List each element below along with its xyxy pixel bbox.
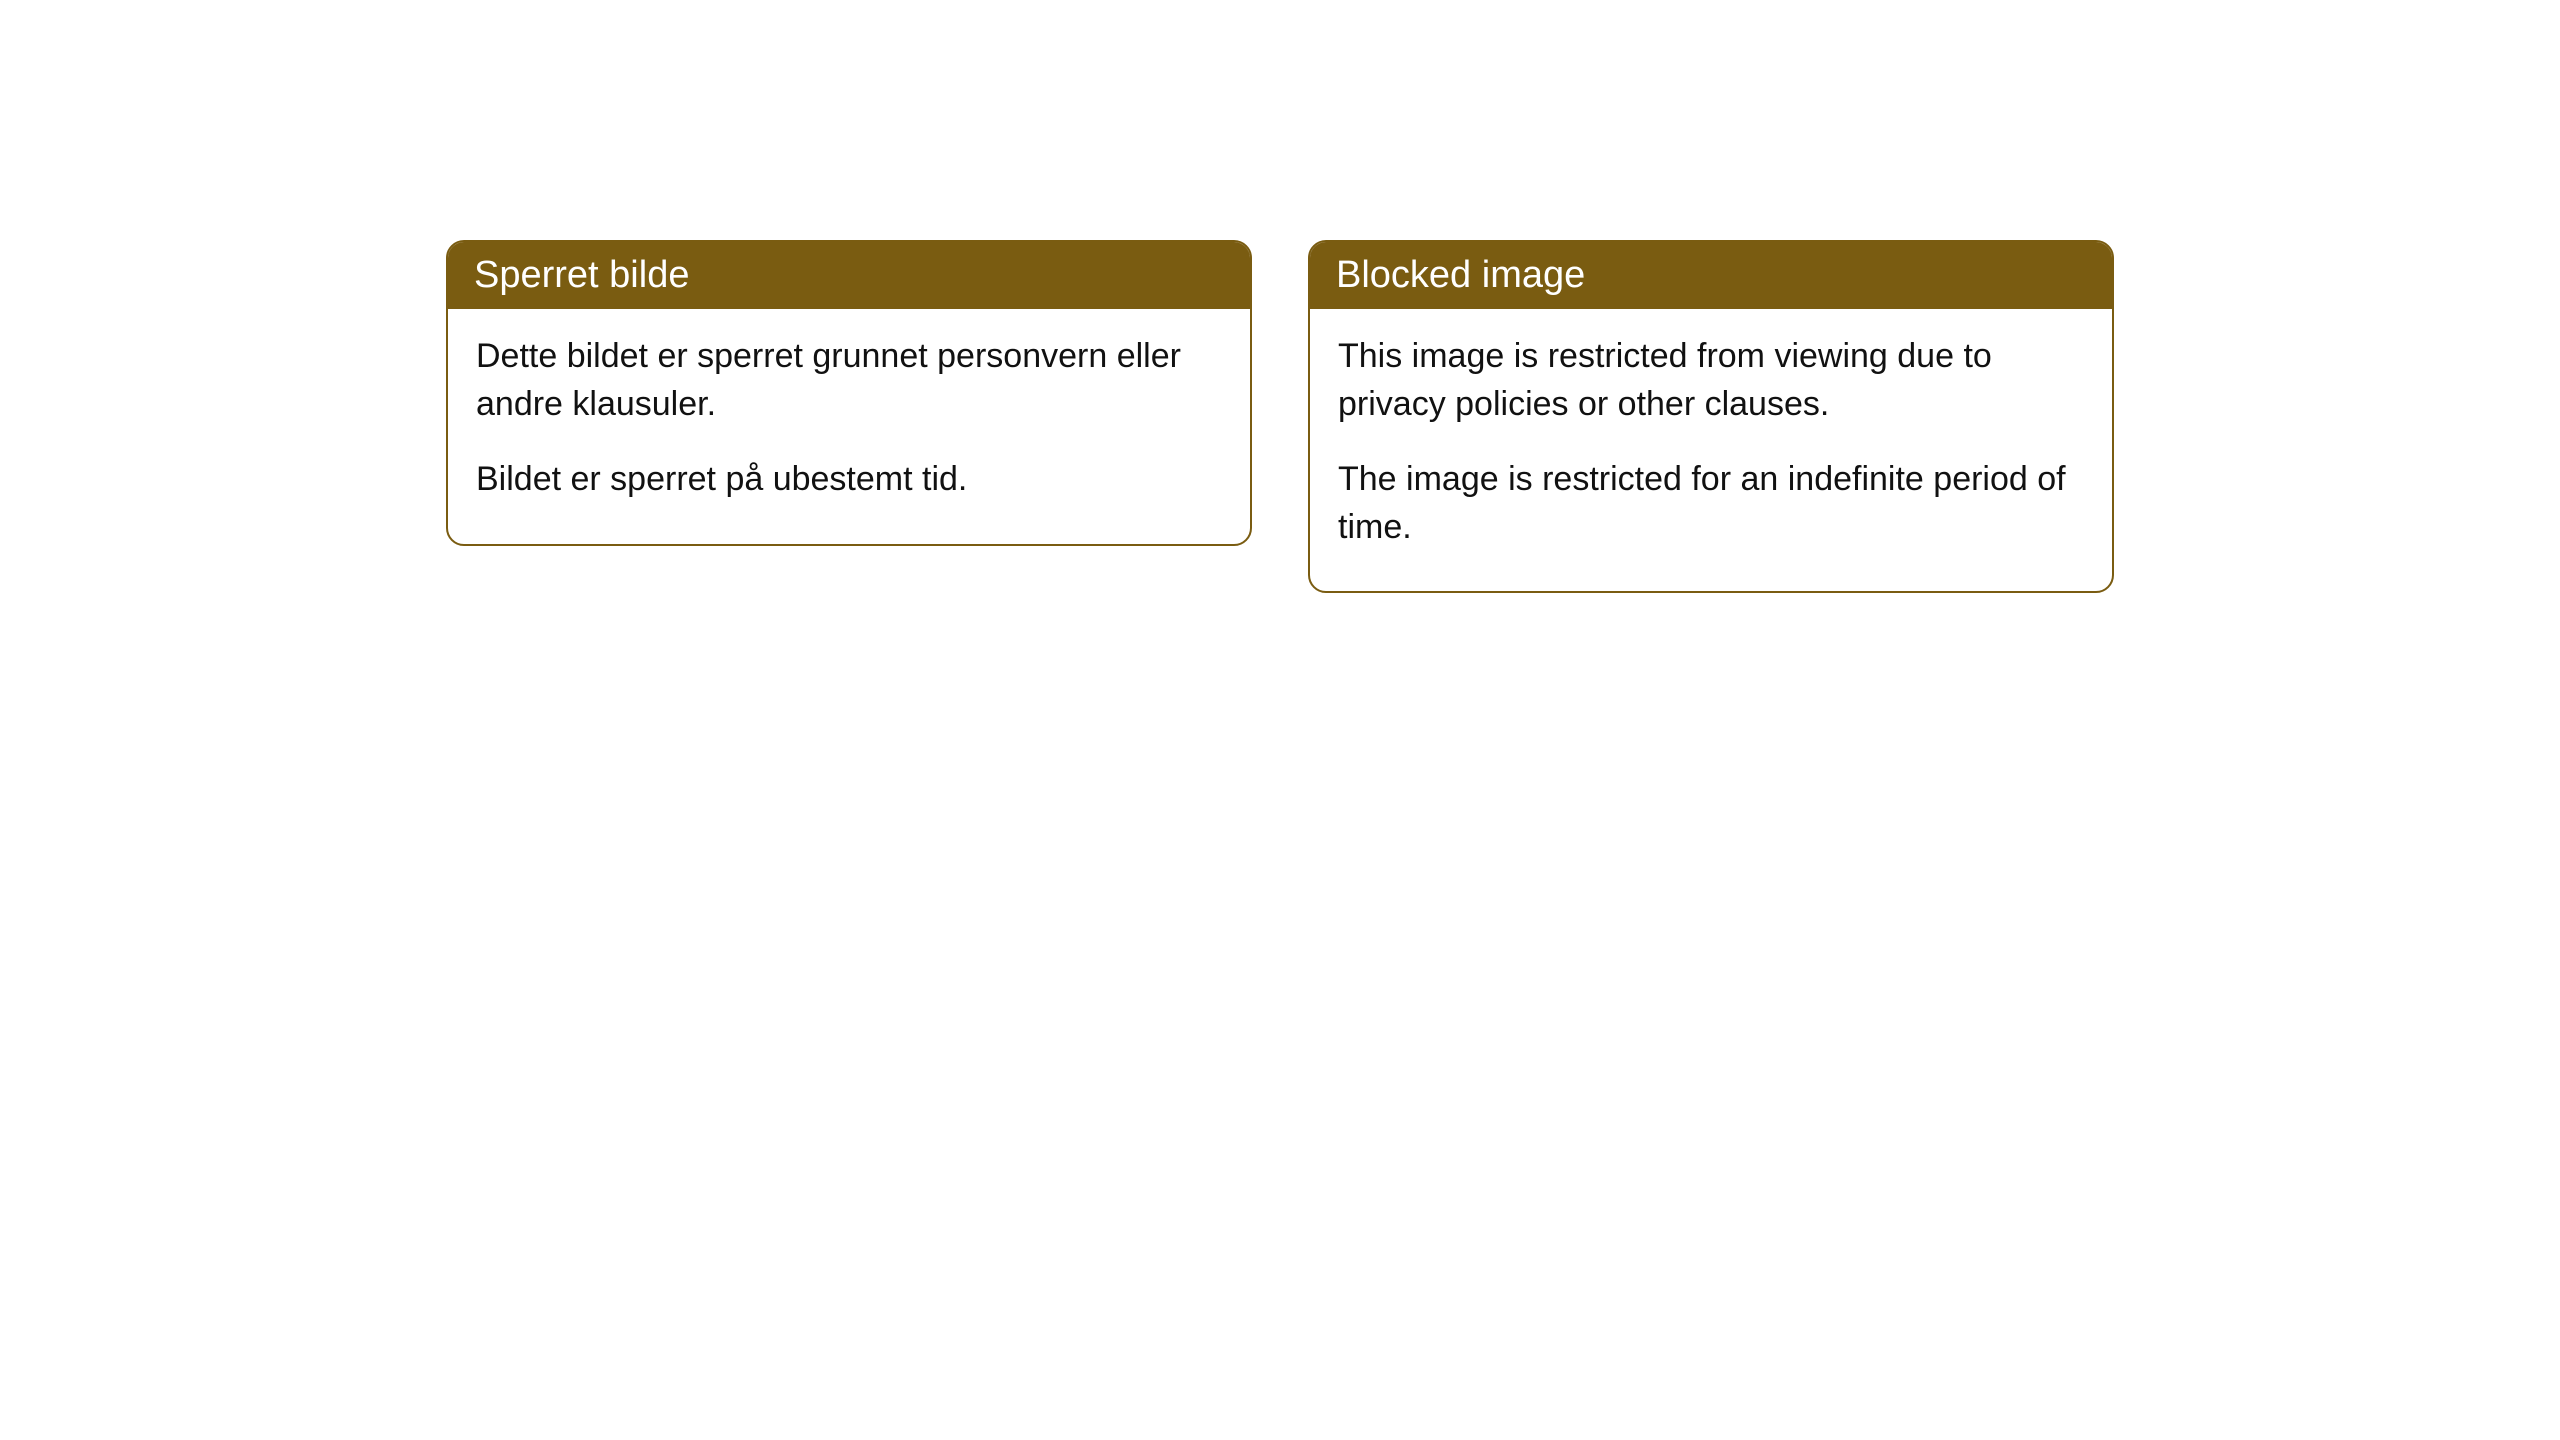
- card-paragraph: Bildet er sperret på ubestemt tid.: [476, 456, 1222, 504]
- card-paragraph: Dette bildet er sperret grunnet personve…: [476, 333, 1222, 428]
- card-title: Blocked image: [1336, 254, 1585, 296]
- card-header: Sperret bilde: [448, 242, 1250, 309]
- card-paragraph: The image is restricted for an indefinit…: [1338, 456, 2084, 551]
- card-paragraph: This image is restricted from viewing du…: [1338, 333, 2084, 428]
- card-header: Blocked image: [1310, 242, 2112, 309]
- card-title: Sperret bilde: [474, 254, 689, 296]
- blocked-image-card-en: Blocked image This image is restricted f…: [1308, 240, 2114, 593]
- notice-cards-container: Sperret bilde Dette bildet er sperret gr…: [446, 240, 2114, 1440]
- blocked-image-card-no: Sperret bilde Dette bildet er sperret gr…: [446, 240, 1252, 546]
- card-body: Dette bildet er sperret grunnet personve…: [448, 309, 1250, 544]
- card-body: This image is restricted from viewing du…: [1310, 309, 2112, 591]
